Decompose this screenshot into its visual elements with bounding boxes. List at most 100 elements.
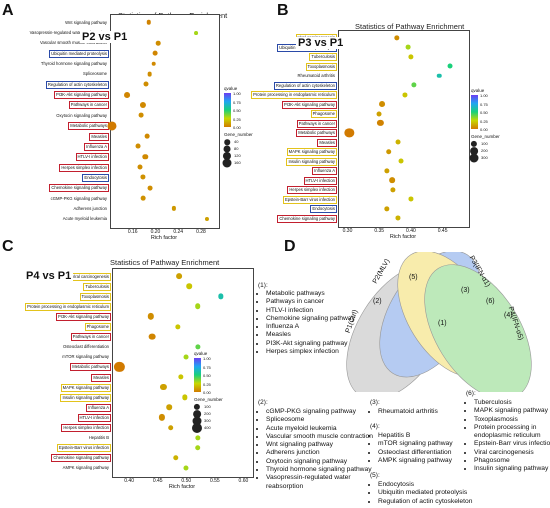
category-label: Regulation of actin cytoskeleton bbox=[273, 81, 337, 90]
list-4: Hepatitis B mTOR signaling pathway Osteo… bbox=[367, 432, 488, 465]
category-label: PI3K-Akt signaling pathway bbox=[54, 91, 109, 100]
gene-legend-title: Gene_number bbox=[224, 132, 253, 137]
category-label: Metabolic pathways bbox=[70, 363, 111, 372]
list-item: Tuberculosis bbox=[474, 399, 550, 407]
list-1-head: (1): bbox=[258, 282, 268, 289]
data-point bbox=[377, 120, 384, 127]
data-point bbox=[183, 465, 189, 471]
qvalue-colorbar bbox=[471, 95, 478, 129]
list-item: Epstein-Barr virus infection bbox=[474, 440, 550, 448]
list-item: mTOR signaling pathway bbox=[378, 440, 488, 448]
category-label: Herpes simplex infection bbox=[59, 163, 109, 172]
data-point bbox=[107, 121, 117, 131]
list-1: Metabolic pathways Pathways in cancer HT… bbox=[255, 290, 386, 356]
category-label: Chemokine signaling pathway bbox=[51, 454, 111, 463]
data-point bbox=[153, 50, 158, 56]
data-point bbox=[146, 20, 151, 25]
data-point bbox=[181, 394, 188, 400]
x-tick-label: 0.60 bbox=[238, 478, 249, 484]
gene-size-tick: 120 bbox=[234, 153, 241, 158]
x-tick-label: 0.55 bbox=[209, 478, 220, 484]
x-axis-title: Rich factor bbox=[168, 484, 196, 490]
category-label: Regulation of actin cytoskeleton bbox=[45, 80, 109, 89]
qvalue-tick: 0.25 bbox=[233, 116, 241, 122]
gene-size-marker bbox=[192, 423, 202, 433]
category-label: Influenza A bbox=[312, 167, 337, 176]
data-point bbox=[143, 81, 149, 87]
qvalue-tick: 0.25 bbox=[480, 118, 488, 124]
list-item: PI3K-Akt signaling pathway bbox=[266, 340, 386, 348]
data-point bbox=[395, 215, 401, 221]
venn-region-3: (3) bbox=[461, 287, 470, 294]
x-tick-label: 0.30 bbox=[342, 228, 353, 234]
data-point bbox=[135, 143, 141, 149]
data-point bbox=[138, 112, 144, 118]
gene-size-marker bbox=[470, 147, 478, 155]
data-point bbox=[195, 344, 201, 350]
qvalue-tick: 0.75 bbox=[203, 364, 211, 370]
category-label: MAPK signaling pathway bbox=[286, 148, 337, 157]
category-label: Influenza A bbox=[84, 142, 109, 151]
data-point bbox=[183, 354, 189, 360]
list-item: Wnt signaling pathway bbox=[266, 441, 376, 449]
list-item: cGMP-PKG signaling pathway bbox=[266, 408, 376, 416]
data-point bbox=[389, 177, 395, 184]
category-label: Rheumatoid arthritis bbox=[295, 72, 337, 81]
category-label: Endocytosis bbox=[310, 205, 337, 214]
gene-size-marker bbox=[222, 158, 232, 168]
category-label: Acute myeloid leukemia bbox=[60, 215, 109, 224]
data-point bbox=[384, 168, 390, 174]
gene-size-tick: 100 bbox=[481, 141, 488, 146]
data-point bbox=[394, 34, 400, 41]
category-label: Epstein-Barr virus infection bbox=[282, 195, 337, 204]
x-tick-label: 0.40 bbox=[124, 478, 134, 484]
list-item: Measles bbox=[266, 331, 386, 339]
venn-region-2: (2) bbox=[373, 298, 382, 305]
venn-region-4: (4) bbox=[504, 312, 513, 319]
list-6: Tuberculosis MAPK signaling pathway Toxo… bbox=[463, 399, 550, 474]
data-point bbox=[140, 195, 146, 201]
category-label: Endocytosis bbox=[82, 173, 109, 182]
qvalue-tick: 0.50 bbox=[233, 108, 241, 113]
list-item: Endocytosis bbox=[378, 481, 508, 489]
qvalue-colorbar bbox=[224, 93, 231, 127]
list-item: Protein processing in endoplasmic reticu… bbox=[474, 424, 550, 441]
panel-c-comparison: P4 vs P1 bbox=[24, 270, 74, 282]
data-point bbox=[124, 91, 130, 98]
category-label: Toxoplasmosis bbox=[79, 292, 111, 301]
category-label: Pathways in cancer bbox=[70, 333, 111, 342]
panel-a-comparison: P2 vs P1 bbox=[80, 31, 130, 43]
plot-area bbox=[112, 268, 254, 478]
data-point bbox=[385, 148, 392, 155]
category-label: Measles bbox=[89, 132, 109, 141]
data-point bbox=[437, 73, 442, 78]
data-point bbox=[139, 101, 146, 109]
data-point bbox=[137, 164, 143, 170]
qvalue-tick: 0.00 bbox=[203, 390, 211, 395]
list-item: Osteoclast differentiation bbox=[378, 449, 488, 457]
category-label: Protein processing in endoplasmic reticu… bbox=[251, 91, 337, 100]
data-point bbox=[194, 30, 199, 35]
category-label: Epstein-Barr virus infection bbox=[56, 444, 111, 453]
data-point bbox=[173, 455, 179, 461]
category-label: Wnt signaling pathway bbox=[63, 18, 109, 27]
gene-size-tick: 160 bbox=[234, 160, 241, 165]
category-label: Viral carcinogenesis bbox=[69, 272, 111, 281]
data-point bbox=[395, 139, 401, 145]
category-label: Protein processing in endoplasmic reticu… bbox=[25, 302, 111, 311]
data-point bbox=[186, 283, 192, 289]
category-label: Osteoclast differentiation bbox=[60, 343, 111, 352]
data-point bbox=[384, 206, 390, 212]
list-3-head: (3): bbox=[370, 399, 380, 406]
data-point bbox=[144, 133, 150, 139]
list-item: Ubiquitin mediated proteolysis bbox=[378, 489, 508, 497]
data-point bbox=[398, 158, 404, 164]
gene-size-marker bbox=[222, 151, 232, 161]
x-tick-label: 0.40 bbox=[406, 228, 416, 234]
list-item: Vasopressin-regulated water reabsorption bbox=[266, 474, 376, 491]
list-3: Rheumatoid arthritis bbox=[367, 408, 478, 416]
data-point bbox=[194, 303, 201, 310]
category-label: AMPK signaling pathway bbox=[60, 464, 111, 473]
data-point bbox=[195, 434, 201, 441]
list-item: Spliceosome bbox=[266, 416, 376, 424]
